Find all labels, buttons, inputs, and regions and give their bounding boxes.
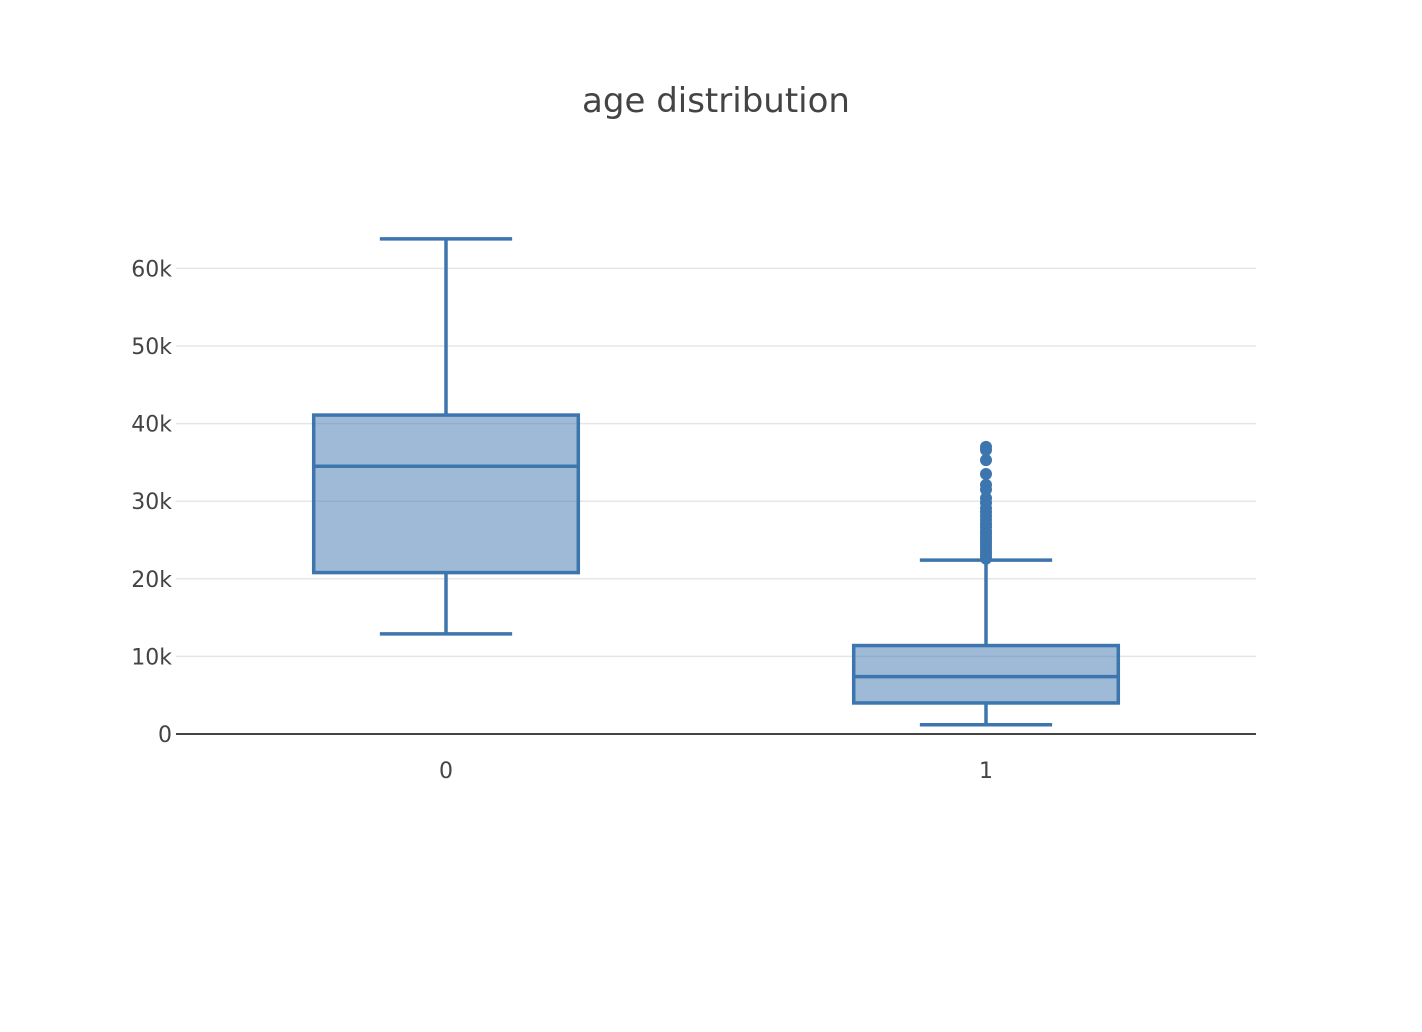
outlier-point bbox=[980, 478, 992, 491]
box-1 bbox=[851, 440, 1121, 727]
outlier-point bbox=[980, 468, 992, 481]
chart-title: age distribution bbox=[582, 81, 850, 121]
y-tick-label: 60k bbox=[131, 257, 172, 282]
outlier-point bbox=[980, 492, 992, 505]
x-tick-label: 0 bbox=[439, 759, 453, 784]
outlier-point bbox=[980, 440, 992, 453]
y-tick-label: 50k bbox=[131, 335, 172, 360]
box-0 bbox=[311, 237, 581, 636]
axes: 0 10k 20k 30k 40k 50k 60k 0 1 bbox=[131, 257, 1256, 784]
x-tick-label: 1 bbox=[979, 759, 993, 784]
iqr-box bbox=[851, 643, 1121, 705]
iqr-box bbox=[311, 413, 581, 575]
y-tick-label: 0 bbox=[158, 723, 172, 748]
y-tick-label: 10k bbox=[131, 645, 172, 670]
y-tick-label: 20k bbox=[131, 568, 172, 593]
outlier-point bbox=[980, 454, 992, 467]
boxes bbox=[311, 237, 1121, 727]
y-tick-label: 30k bbox=[131, 490, 172, 515]
y-tick-label: 40k bbox=[131, 413, 172, 438]
